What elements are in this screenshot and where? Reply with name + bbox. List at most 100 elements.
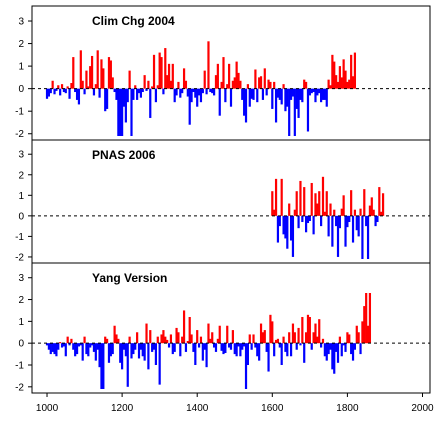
bar bbox=[338, 66, 341, 89]
bar bbox=[105, 88, 109, 109]
bar bbox=[177, 332, 180, 344]
bar bbox=[320, 343, 323, 348]
bar bbox=[224, 88, 227, 103]
y-tick-label: -1 bbox=[15, 107, 24, 118]
bar bbox=[49, 343, 52, 355]
bar bbox=[263, 68, 266, 89]
bar bbox=[154, 343, 158, 365]
bar bbox=[282, 215, 285, 235]
bar bbox=[346, 215, 349, 228]
bar bbox=[224, 343, 227, 353]
bar bbox=[72, 343, 75, 350]
bar bbox=[331, 54, 334, 89]
bar bbox=[59, 342, 62, 344]
bar bbox=[288, 203, 291, 216]
bar bbox=[83, 88, 86, 95]
bar bbox=[126, 343, 129, 387]
bar bbox=[169, 334, 173, 344]
bar bbox=[171, 63, 174, 89]
bar bbox=[45, 343, 49, 346]
bar bbox=[231, 80, 234, 89]
bar bbox=[207, 323, 210, 344]
bar bbox=[335, 343, 338, 352]
bar bbox=[186, 88, 189, 97]
bar bbox=[246, 84, 249, 89]
bar bbox=[132, 343, 135, 355]
bar bbox=[297, 88, 300, 118]
bar bbox=[348, 79, 351, 89]
y-tick-label: 3 bbox=[18, 150, 24, 161]
bar bbox=[308, 317, 311, 344]
bar bbox=[205, 343, 208, 368]
panel-3: -2 -1 0 1 2 3 Yang Version bbox=[15, 262, 431, 394]
bar bbox=[289, 88, 293, 100]
bar bbox=[346, 332, 349, 344]
bar bbox=[310, 88, 313, 94]
bar bbox=[92, 88, 96, 96]
bar bbox=[182, 68, 186, 89]
bar bbox=[312, 88, 315, 93]
bar bbox=[96, 50, 99, 89]
bar bbox=[47, 88, 50, 97]
y-tick-label: 1 bbox=[18, 317, 24, 328]
y-tick-label: 3 bbox=[18, 17, 24, 28]
bar bbox=[378, 187, 381, 216]
bar bbox=[325, 343, 328, 361]
bar bbox=[304, 332, 308, 344]
bar bbox=[265, 88, 268, 96]
bar bbox=[303, 343, 306, 363]
bar bbox=[269, 314, 272, 344]
bar bbox=[316, 88, 319, 96]
bar bbox=[209, 338, 212, 344]
bar bbox=[72, 57, 75, 89]
bar bbox=[107, 343, 111, 363]
bar bbox=[184, 80, 188, 89]
bar bbox=[329, 343, 332, 350]
bar bbox=[271, 321, 274, 344]
bar bbox=[128, 336, 131, 344]
bar bbox=[79, 50, 82, 89]
y-tick-label: 0 bbox=[18, 339, 24, 350]
bar bbox=[104, 88, 107, 112]
bar bbox=[259, 323, 263, 344]
bar bbox=[64, 88, 67, 94]
bar bbox=[278, 215, 281, 227]
bar bbox=[233, 343, 236, 355]
bar bbox=[45, 88, 49, 99]
bar bbox=[57, 343, 60, 350]
bar bbox=[329, 85, 332, 89]
bar bbox=[122, 88, 126, 107]
bar bbox=[102, 68, 105, 89]
bar bbox=[113, 88, 116, 93]
bar bbox=[121, 343, 124, 370]
bar bbox=[243, 343, 246, 347]
bar bbox=[119, 88, 122, 136]
bar bbox=[197, 343, 201, 348]
bar bbox=[229, 343, 233, 350]
bar bbox=[280, 178, 283, 216]
bar bbox=[336, 81, 340, 89]
bar bbox=[102, 343, 105, 389]
bar bbox=[351, 343, 355, 361]
bar bbox=[104, 336, 107, 344]
bar bbox=[327, 343, 330, 355]
bar bbox=[207, 41, 210, 89]
bar bbox=[259, 76, 263, 89]
bar bbox=[310, 182, 313, 216]
bar bbox=[160, 334, 163, 344]
bar bbox=[252, 88, 255, 100]
bar bbox=[222, 343, 225, 355]
bar bbox=[220, 81, 223, 89]
bar bbox=[145, 88, 148, 91]
bar bbox=[331, 215, 334, 247]
bar bbox=[205, 88, 208, 95]
bar bbox=[250, 343, 253, 350]
bar bbox=[199, 336, 203, 344]
bar bbox=[137, 88, 141, 94]
bar bbox=[173, 88, 176, 103]
bar bbox=[350, 54, 353, 89]
bar bbox=[325, 191, 328, 216]
bar bbox=[239, 343, 242, 357]
